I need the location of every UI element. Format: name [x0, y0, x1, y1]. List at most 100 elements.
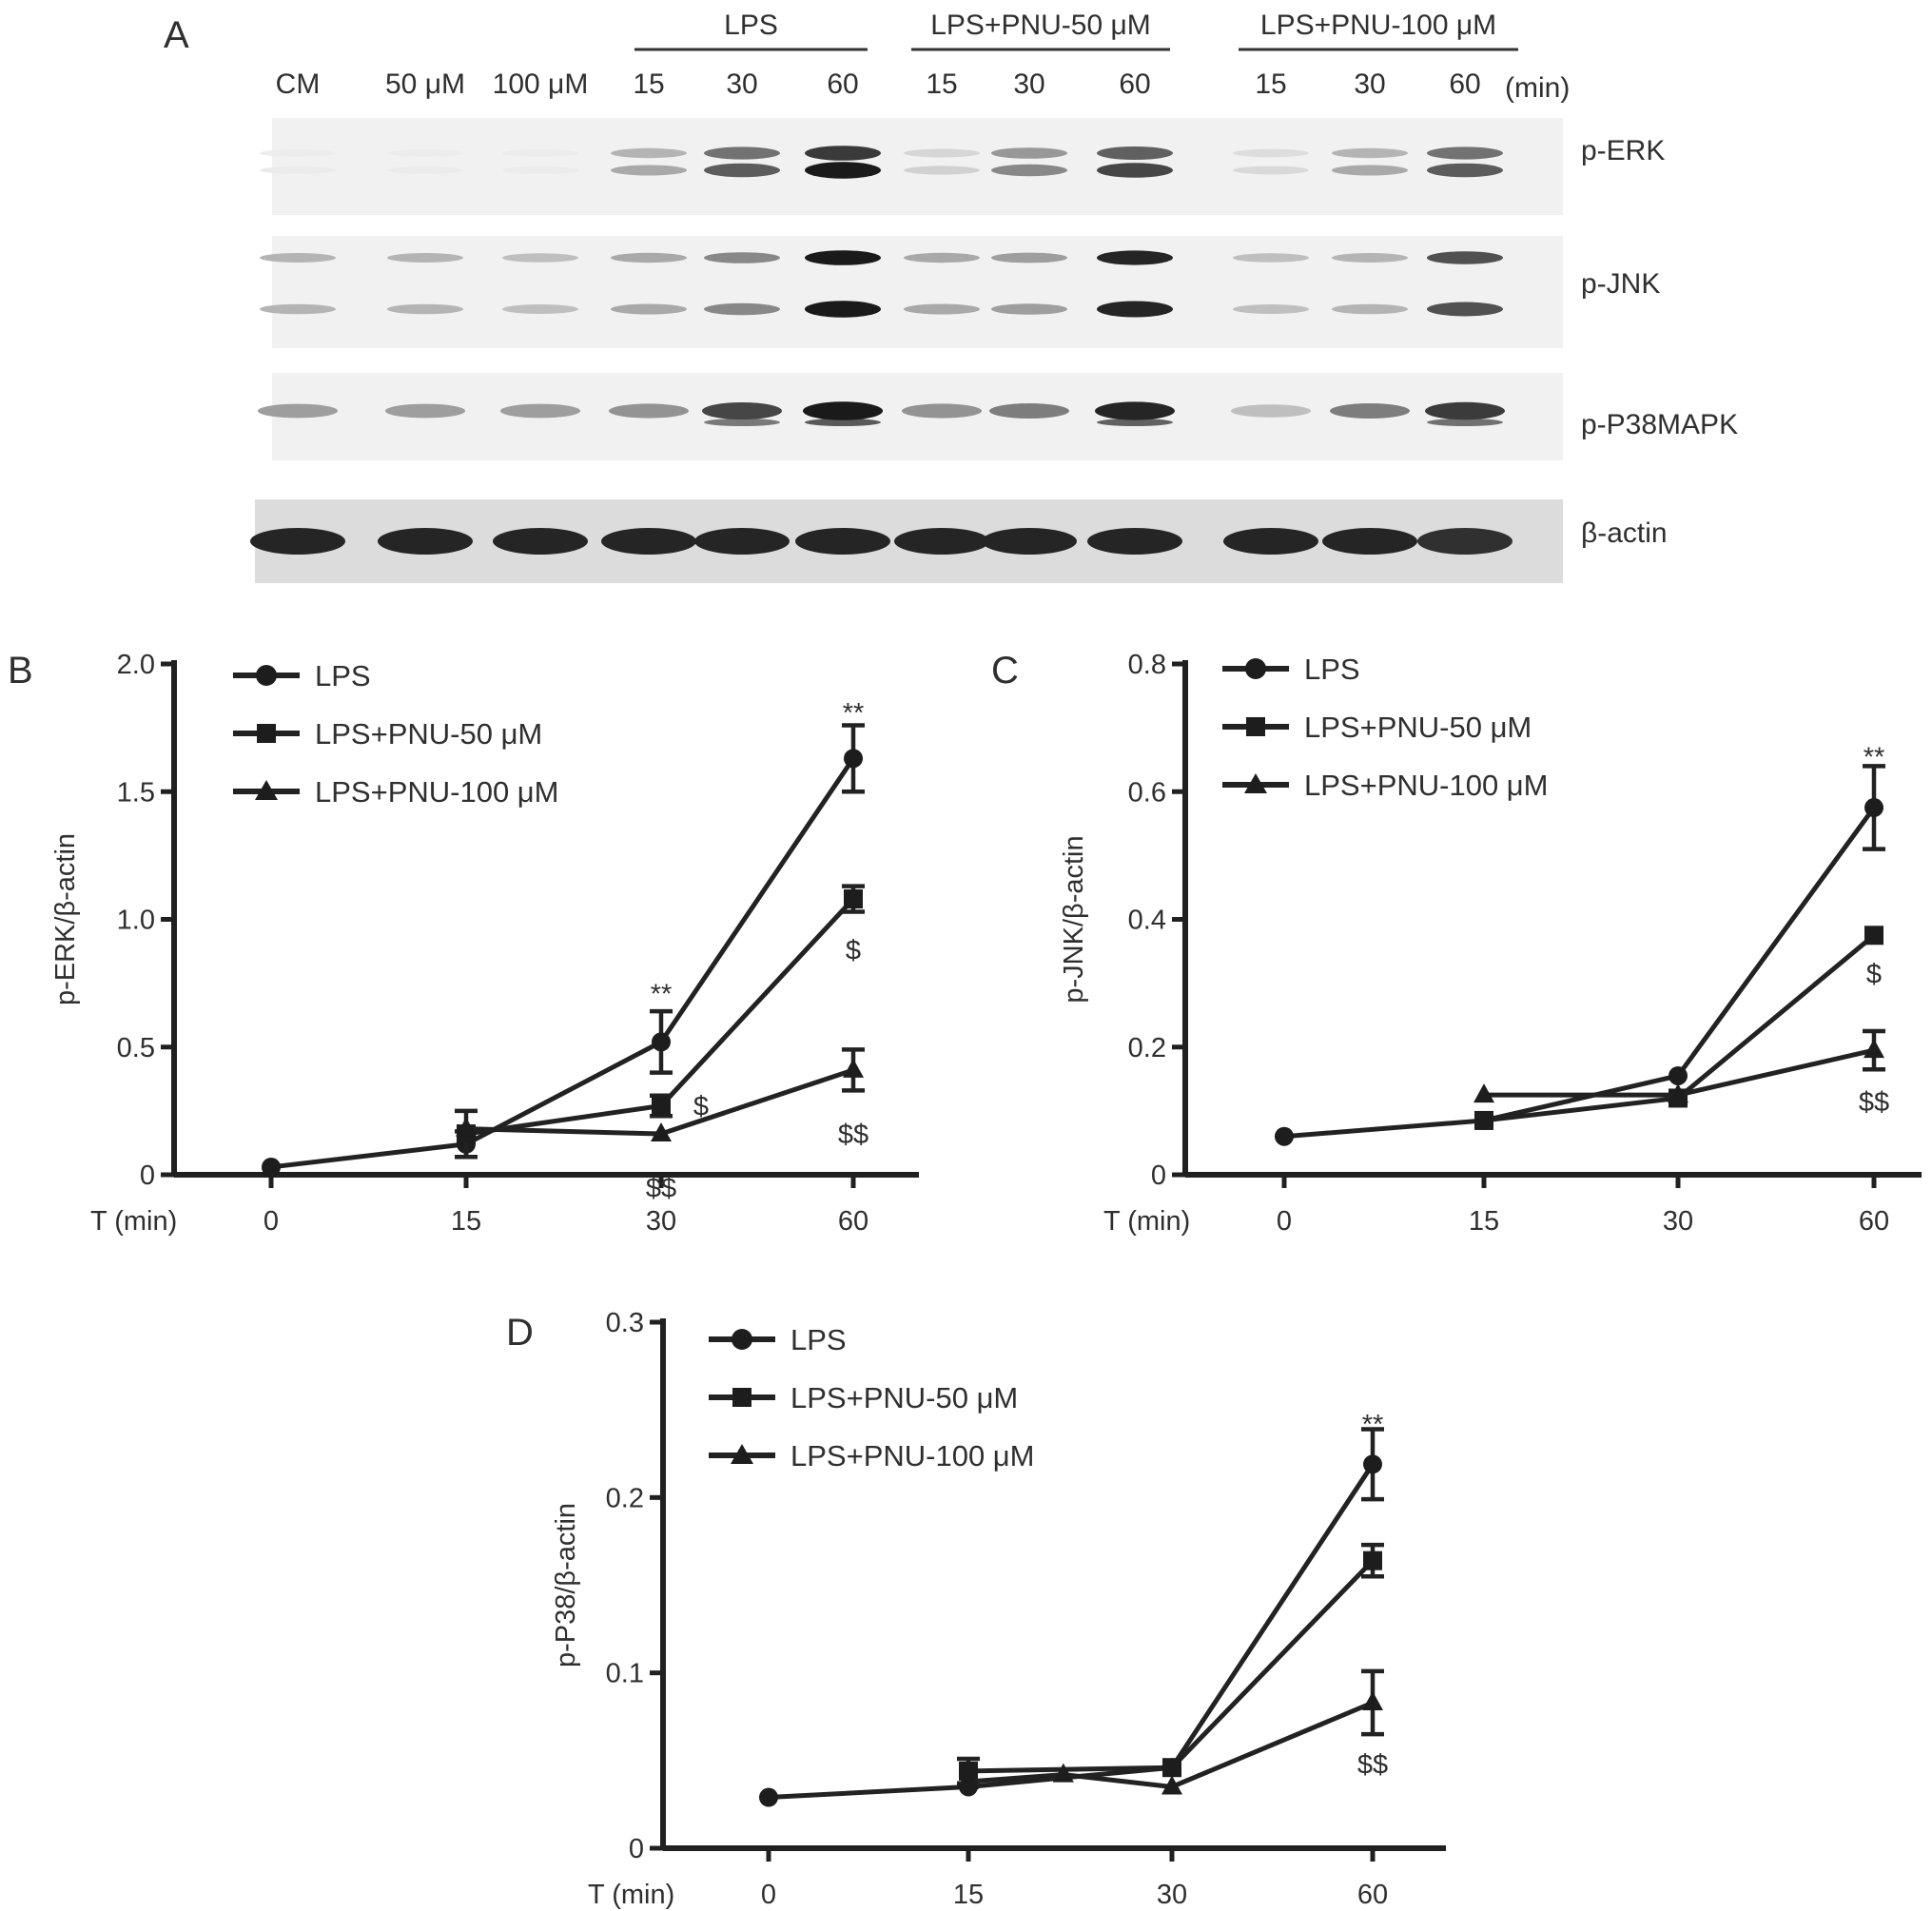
blot-band [805, 250, 881, 265]
lane-label: 30 [726, 68, 757, 100]
legend-item-triangle: LPS+PNU-100 μM [709, 1439, 1035, 1472]
legend-item-square: LPS+PNU-50 μM [709, 1381, 1018, 1414]
blot-band [795, 528, 890, 555]
blot-band [1233, 304, 1309, 314]
panel-label: C [991, 650, 1019, 692]
y-tick-label: 0.4 [1128, 906, 1166, 936]
x-axis-title: T (min) [1103, 1206, 1190, 1237]
data-point-circle [759, 1787, 778, 1807]
significance-mark: ** [651, 979, 673, 1009]
blot-band [982, 528, 1077, 555]
legend-label: LPS [790, 1323, 847, 1356]
data-point-triangle [958, 1769, 979, 1789]
blot-band [991, 303, 1067, 315]
lane-label: CM [276, 68, 321, 100]
x-axis-title: T (min) [90, 1206, 177, 1237]
chart-p-p38: D 0 0.1 0.2 0.3 0 15 30 60 T (min) p-P38/β-actin **… [506, 1308, 1446, 1910]
blot-band [1417, 528, 1512, 555]
blot-band [904, 148, 980, 158]
blot-band [502, 253, 578, 263]
blot-band [378, 528, 473, 555]
y-axis-title: p-JNK/β-actin [1059, 835, 1089, 1003]
legend-marker-square [732, 1388, 751, 1407]
series-line [967, 1700, 1374, 1789]
y-tick-label: 0.8 [1128, 650, 1166, 680]
blot-band [1322, 528, 1417, 555]
legend-marker-square [257, 724, 276, 743]
y-tick-label: 1.0 [117, 906, 155, 936]
series-line [967, 1558, 1375, 1774]
blot-band [260, 149, 336, 157]
blot-membrane [272, 236, 1563, 348]
blot-band [387, 303, 463, 315]
data-point-circle [1669, 1065, 1688, 1085]
chart-p-erk: B 0 0.5 1.0 1.5 2.0 0 15 30 60 T (min) p-ERK/β-acti… [8, 650, 919, 1237]
significance-dollar: $ [693, 1092, 709, 1122]
blot-band [803, 401, 883, 420]
panel-label: B [8, 650, 33, 692]
legend-item-circle: LPS [1222, 653, 1360, 686]
legend-item-square: LPS+PNU-50 μM [233, 717, 542, 751]
blot-band [260, 303, 336, 315]
lane-label: 15 [1255, 68, 1286, 100]
group-label-pnu100: LPS+PNU-100 μM [1260, 10, 1496, 41]
blot-band [1330, 403, 1410, 419]
legend-item-square: LPS+PNU-50 μM [1222, 711, 1532, 744]
significance-dollar: $$ [838, 1120, 868, 1150]
y-tick-label: 0.2 [606, 1483, 644, 1513]
blot-band [502, 166, 578, 174]
blot-band [1427, 163, 1503, 178]
significance-mark: ** [1362, 1410, 1384, 1440]
lane-label: 50 μM [385, 68, 465, 100]
blot-band [1233, 166, 1309, 175]
blot-band [609, 403, 689, 419]
blot-band [704, 252, 780, 263]
group-label-pnu50: LPS+PNU-50 μM [930, 10, 1151, 41]
significance-mark: ** [843, 698, 865, 729]
legend-label: LPS+PNU-50 μM [1304, 711, 1532, 744]
data-point-triangle [1362, 1691, 1383, 1711]
blot-band [1097, 163, 1173, 178]
legend-item-circle: LPS [709, 1323, 847, 1356]
series-circle [759, 1427, 1384, 1807]
blot-band [805, 419, 881, 426]
significance-dollar: $ [1866, 960, 1882, 990]
time-unit-label: (min) [1505, 72, 1570, 104]
legend-item-circle: LPS [233, 659, 371, 692]
significance-dollar: $$ [1357, 1750, 1388, 1781]
blot-band [704, 302, 780, 316]
data-point-triangle [1473, 1083, 1494, 1103]
lane-label: 15 [926, 68, 957, 100]
series-line [768, 1462, 1376, 1801]
blot-band [1332, 303, 1408, 315]
blot-band [1097, 301, 1173, 318]
y-tick-label: 0.1 [606, 1659, 644, 1689]
panel-label: D [506, 1312, 534, 1354]
blot-band [1332, 253, 1408, 263]
blot-band [902, 403, 982, 419]
blot-band [1425, 401, 1505, 420]
legend-item-triangle: LPS+PNU-100 μM [233, 775, 559, 809]
blot-band [1097, 146, 1173, 160]
data-point-circle [652, 1032, 671, 1052]
data-point-circle [1363, 1454, 1382, 1474]
blot-band [1332, 165, 1408, 176]
legend-marker-circle [1245, 658, 1266, 679]
blot-band [387, 253, 463, 263]
blot-row-beta-actin [250, 499, 1563, 583]
legend-label: LPS+PNU-100 μM [790, 1439, 1035, 1472]
x-tick-label: 30 [1157, 1880, 1187, 1910]
blot-band [1097, 419, 1173, 426]
legend-marker-circle [732, 1329, 752, 1350]
x-tick-label: 15 [1469, 1206, 1499, 1237]
blot-band [805, 146, 881, 161]
series-square [957, 1542, 1384, 1786]
blot-band [1427, 302, 1503, 317]
series-line [1283, 806, 1877, 1140]
lane-label: 100 μM [493, 68, 589, 100]
data-point-square [1864, 926, 1883, 946]
blot-row-label: β-actin [1581, 517, 1668, 549]
legend-label: LPS+PNU-100 μM [315, 775, 559, 809]
group-label-lps: LPS [724, 10, 778, 41]
